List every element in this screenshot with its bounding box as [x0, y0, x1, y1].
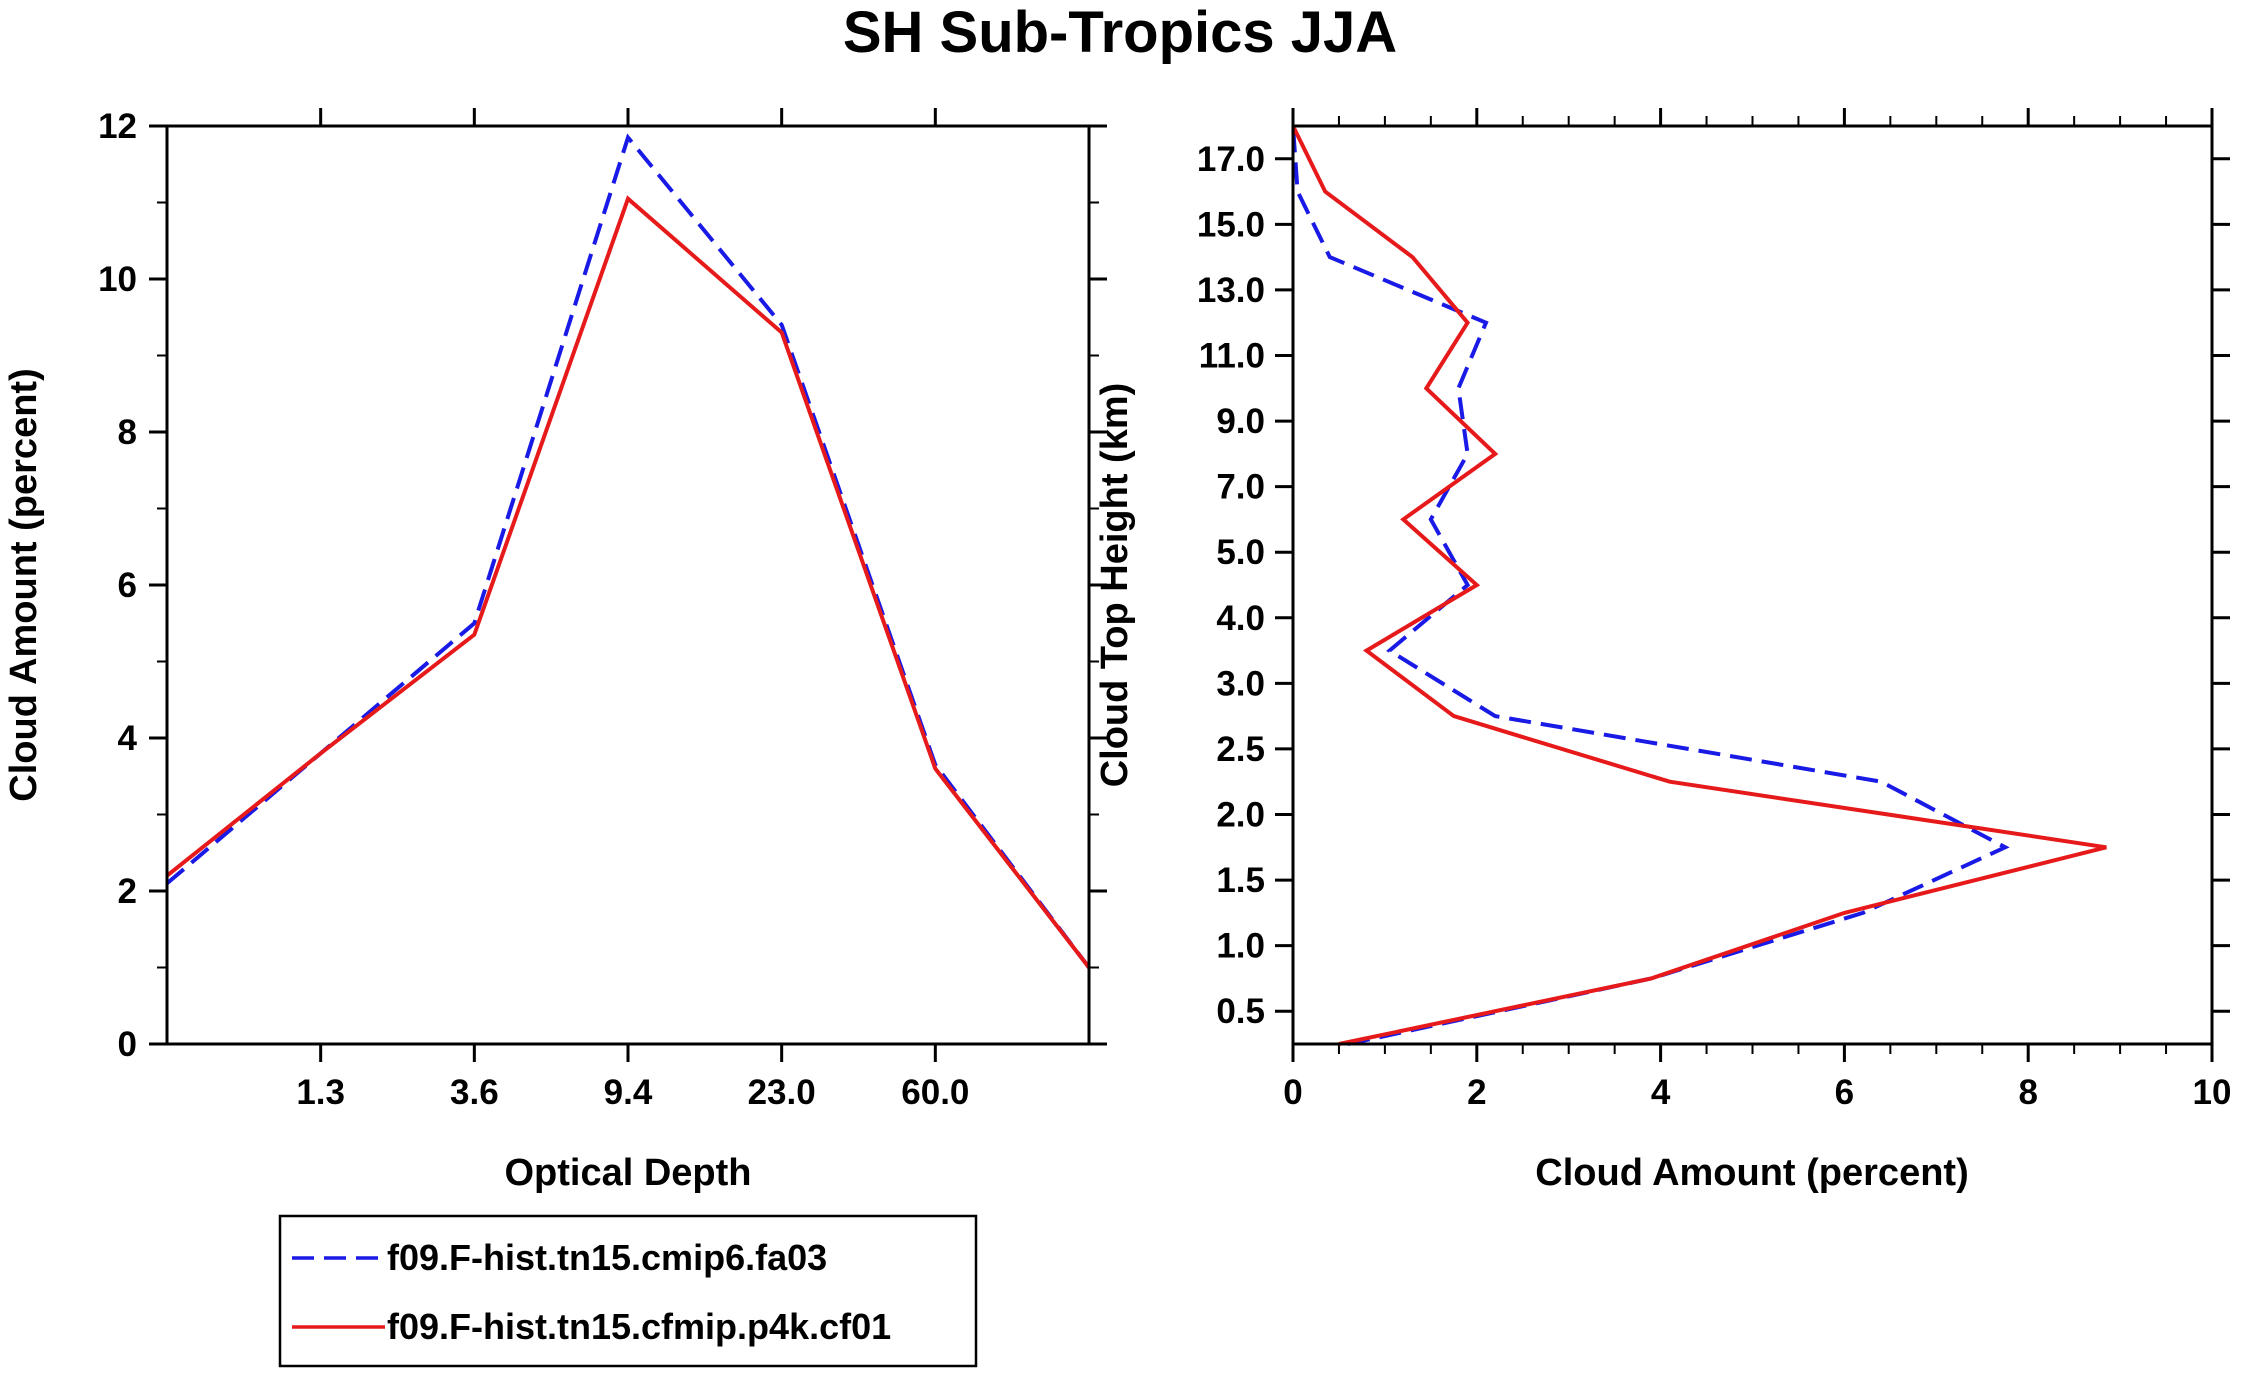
right-plot-frame: [1291, 124, 2214, 1046]
right-x-tick-label: 0: [1283, 1073, 1302, 1112]
right-panel: 0 2 4 6 8 10 0.5 1.0 1.5 2.0 2.5 3.0 4.0 5.0 7.0 9.0 11.…: [1094, 108, 2231, 1194]
left-y-tick-label: 6: [118, 566, 137, 605]
right-x-axis-label: Cloud Amount (percent): [1535, 1152, 1968, 1194]
left-y-tick-label: 12: [98, 107, 137, 146]
right-y-tick-label: 1.5: [1216, 861, 1265, 900]
right-y-tick-label: 3.0: [1216, 664, 1265, 703]
right-x-tick-label: 8: [2018, 1073, 2037, 1112]
right-y-tick-label: 2.5: [1216, 730, 1265, 769]
left-tick-labels: 0 2 4 6 8 10 12 1.3 3.6 9.4 23.0 60.0: [98, 107, 969, 1112]
left-x-tick-label: 23.0: [748, 1073, 816, 1112]
left-y-tick-label: 2: [118, 872, 137, 911]
left-panel: 0 2 4 6 8 10 12 1.3 3.6 9.4 23.0 60.0 Optical Depth…: [3, 107, 1107, 1194]
right-y-tick-label: 4.0: [1216, 599, 1265, 638]
right-y-tick-label: 1.0: [1216, 927, 1265, 966]
chart-title: SH Sub-Tropics JJA: [843, 0, 1397, 65]
right-tick-marks: [1275, 108, 2230, 1062]
right-y-tick-label: 17.0: [1197, 140, 1265, 179]
right-series-line-cmip6: [1291, 125, 2010, 1046]
right-y-tick-label: 15.0: [1197, 205, 1265, 244]
left-x-axis-label: Optical Depth: [504, 1152, 751, 1194]
left-tick-marks: [149, 108, 1107, 1062]
right-x-tick-label: 10: [2193, 1073, 2232, 1112]
legend-box: [278, 1214, 978, 1368]
right-y-tick-label: 13.0: [1197, 271, 1265, 310]
left-y-tick-label: 10: [98, 260, 137, 299]
right-y-tick-label: 11.0: [1199, 337, 1265, 376]
right-y-tick-label: 5.0: [1216, 533, 1265, 572]
left-x-tick-label: 9.4: [604, 1073, 653, 1112]
left-series: [165, 133, 1091, 969]
right-x-tick-label: 2: [1467, 1073, 1486, 1112]
right-tick-labels: 0 2 4 6 8 10 0.5 1.0 1.5 2.0 2.5 3.0 4.0 5.0 7.0 9.0 11.…: [1197, 140, 2232, 1112]
left-x-tick-label: 1.3: [296, 1073, 345, 1112]
right-series: [1291, 125, 2107, 1046]
right-y-tick-label: 9.0: [1216, 402, 1265, 441]
left-y-tick-label: 8: [118, 413, 137, 452]
left-x-tick-label: 3.6: [450, 1073, 499, 1112]
right-y-tick-label: 7.0: [1216, 468, 1265, 507]
right-y-tick-label: 0.5: [1216, 992, 1265, 1031]
legend-label-2: f09.F-hist.tn15.cfmip.p4k.cf01: [387, 1306, 891, 1347]
legend: f09.F-hist.tn15.cmip6.fa03 f09.F-hist.tn…: [278, 1214, 978, 1368]
right-y-tick-label: 2.0: [1216, 796, 1265, 835]
left-y-axis-label: Cloud Amount (percent): [3, 368, 45, 801]
legend-label-1: f09.F-hist.tn15.cmip6.fa03: [387, 1237, 827, 1278]
left-y-tick-label: 0: [118, 1025, 137, 1064]
left-series-line-p4k: [165, 195, 1091, 969]
left-x-tick-label: 60.0: [901, 1073, 969, 1112]
left-plot-frame: [165, 124, 1091, 1046]
right-y-axis-label: Cloud Top Height (km): [1094, 383, 1136, 788]
right-x-tick-label: 6: [1835, 1073, 1854, 1112]
right-x-tick-label: 4: [1651, 1073, 1671, 1112]
left-y-tick-label: 4: [118, 719, 138, 758]
left-series-line-cmip6: [165, 133, 1091, 969]
right-series-line-p4k: [1291, 125, 2107, 1046]
